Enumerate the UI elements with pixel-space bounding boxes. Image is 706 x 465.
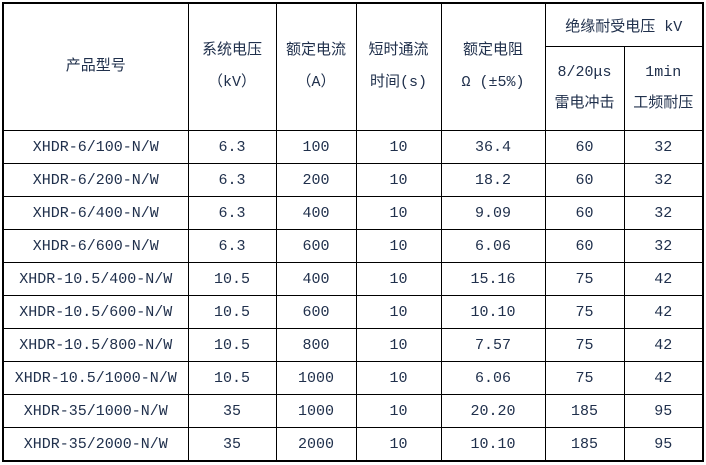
table-row: XHDR-6/400-N/W 6.3 400 10 9.09 60 32 bbox=[2, 196, 704, 230]
value-cell: 2000 bbox=[275, 427, 357, 462]
product-model-cell: XHDR-35/1000-N/W bbox=[2, 394, 189, 428]
value-cell: 10 bbox=[355, 196, 442, 230]
value-cell: 42 bbox=[623, 361, 704, 395]
product-model-cell: XHDR-35/2000-N/W bbox=[2, 427, 189, 462]
col-header-product-model-label: 产品型号 bbox=[65, 57, 126, 75]
value-cell: 60 bbox=[544, 196, 625, 230]
value-cell: 10 bbox=[355, 394, 442, 428]
table-row: XHDR-6/200-N/W 6.3 200 10 18.2 60 32 bbox=[2, 163, 704, 197]
value-cell: 100 bbox=[275, 130, 357, 164]
value-cell: 60 bbox=[544, 229, 625, 263]
value-cell: 32 bbox=[623, 130, 704, 164]
value-cell: 15.16 bbox=[440, 262, 546, 296]
value-cell: 95 bbox=[623, 427, 704, 462]
value-cell: 10 bbox=[355, 130, 442, 164]
value-cell: 10 bbox=[355, 229, 442, 263]
value-cell: 6.3 bbox=[187, 196, 277, 230]
value-cell: 18.2 bbox=[440, 163, 546, 197]
value-cell: 10.5 bbox=[187, 295, 277, 329]
value-cell: 36.4 bbox=[440, 130, 546, 164]
value-cell: 75 bbox=[544, 262, 625, 296]
value-cell: 800 bbox=[275, 328, 357, 362]
product-model-cell: XHDR-6/100-N/W bbox=[2, 130, 189, 164]
value-cell: 75 bbox=[544, 295, 625, 329]
value-cell: 6.06 bbox=[440, 361, 546, 395]
value-cell: 10 bbox=[355, 163, 442, 197]
value-cell: 32 bbox=[623, 229, 704, 263]
value-cell: 42 bbox=[623, 262, 704, 296]
col-header-product-model: 产品型号 bbox=[2, 2, 189, 131]
value-cell: 35 bbox=[187, 394, 277, 428]
col-header-power-frequency-withstand: 1min 工频耐压 bbox=[623, 46, 704, 131]
value-cell: 600 bbox=[275, 229, 357, 263]
value-cell: 400 bbox=[275, 262, 357, 296]
value-cell: 32 bbox=[623, 163, 704, 197]
product-model-cell: XHDR-6/600-N/W bbox=[2, 229, 189, 263]
insulation-group-label: 绝缘耐受电压 kV bbox=[565, 18, 683, 36]
value-cell: 32 bbox=[623, 196, 704, 230]
value-cell: 1000 bbox=[275, 361, 357, 395]
value-cell: 10 bbox=[355, 328, 442, 362]
value-cell: 600 bbox=[275, 295, 357, 329]
table-row: XHDR-10.5/1000-N/W 10.5 1000 10 6.06 75 42 bbox=[2, 361, 704, 395]
col-header-short-time-duration: 短时通流 时间(s) bbox=[355, 2, 442, 131]
col-header-lightning-impulse: 8/20μs 雷电冲击 bbox=[544, 46, 625, 131]
table-row: XHDR-35/2000-N/W 35 2000 10 10.10 185 95 bbox=[2, 427, 704, 462]
value-cell: 6.06 bbox=[440, 229, 546, 263]
value-cell: 42 bbox=[623, 295, 704, 329]
value-cell: 10 bbox=[355, 361, 442, 395]
value-cell: 10.5 bbox=[187, 361, 277, 395]
value-cell: 10 bbox=[355, 427, 442, 462]
value-cell: 75 bbox=[544, 361, 625, 395]
value-cell: 10 bbox=[355, 295, 442, 329]
value-cell: 185 bbox=[544, 394, 625, 428]
col-header-rated-resistance: 额定电阻 Ω (±5%) bbox=[440, 2, 546, 131]
value-cell: 10.10 bbox=[440, 427, 546, 462]
value-cell: 6.3 bbox=[187, 163, 277, 197]
value-cell: 35 bbox=[187, 427, 277, 462]
table-row: XHDR-10.5/800-N/W 10.5 800 10 7.57 75 42 bbox=[2, 328, 704, 362]
value-cell: 75 bbox=[544, 328, 625, 362]
table-row: XHDR-35/1000-N/W 35 1000 10 20.20 185 95 bbox=[2, 394, 704, 428]
value-cell: 185 bbox=[544, 427, 625, 462]
value-cell: 95 bbox=[623, 394, 704, 428]
table-row: XHDR-6/600-N/W 6.3 600 10 6.06 60 32 bbox=[2, 229, 704, 263]
product-model-cell: XHDR-10.5/1000-N/W bbox=[2, 361, 189, 395]
value-cell: 20.20 bbox=[440, 394, 546, 428]
spec-table-body: XHDR-6/100-N/W 6.3 100 10 36.4 60 32 XHDR-6/200… bbox=[2, 130, 704, 462]
value-cell: 42 bbox=[623, 328, 704, 362]
col-header-system-voltage: 系统电压 （kV） bbox=[187, 2, 277, 131]
value-cell: 200 bbox=[275, 163, 357, 197]
table-row: XHDR-10.5/400-N/W 10.5 400 10 15.16 75 42 bbox=[2, 262, 704, 296]
value-cell: 10.10 bbox=[440, 295, 546, 329]
value-cell: 9.09 bbox=[440, 196, 546, 230]
value-cell: 1000 bbox=[275, 394, 357, 428]
table-row: XHDR-6/100-N/W 6.3 100 10 36.4 60 32 bbox=[2, 130, 704, 164]
col-header-rated-current: 额定电流 （A） bbox=[275, 2, 357, 131]
value-cell: 10.5 bbox=[187, 262, 277, 296]
col-header-insulation-withstand-group: 绝缘耐受电压 kV bbox=[544, 2, 704, 47]
value-cell: 7.57 bbox=[440, 328, 546, 362]
product-model-cell: XHDR-10.5/600-N/W bbox=[2, 295, 189, 329]
value-cell: 6.3 bbox=[187, 229, 277, 263]
value-cell: 60 bbox=[544, 163, 625, 197]
product-model-cell: XHDR-10.5/400-N/W bbox=[2, 262, 189, 296]
product-model-cell: XHDR-6/400-N/W bbox=[2, 196, 189, 230]
value-cell: 400 bbox=[275, 196, 357, 230]
value-cell: 10.5 bbox=[187, 328, 277, 362]
value-cell: 10 bbox=[355, 262, 442, 296]
product-model-cell: XHDR-6/200-N/W bbox=[2, 163, 189, 197]
value-cell: 60 bbox=[544, 130, 625, 164]
product-model-cell: XHDR-10.5/800-N/W bbox=[2, 328, 189, 362]
table-row: XHDR-10.5/600-N/W 10.5 600 10 10.10 75 42 bbox=[2, 295, 704, 329]
value-cell: 6.3 bbox=[187, 130, 277, 164]
